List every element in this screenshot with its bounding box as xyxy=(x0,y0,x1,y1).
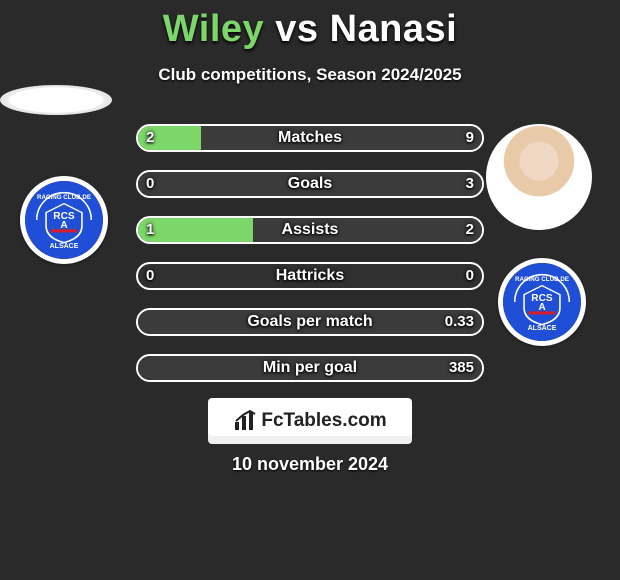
stat-bar-fill-right xyxy=(138,356,482,380)
stat-bar-fill-right xyxy=(201,126,482,150)
left-player-avatar-placeholder xyxy=(0,85,112,115)
right-club-badge: RACING CLUB DE ALSACE RCS A xyxy=(498,258,586,346)
stat-bar-track xyxy=(136,354,484,382)
stat-bar-track xyxy=(136,170,484,198)
stat-bar-fill-left xyxy=(138,218,253,242)
bar-chart-icon xyxy=(233,410,257,432)
stat-bar-row: Hattricks00 xyxy=(136,262,484,290)
stat-bar-track xyxy=(136,262,484,290)
svg-text:ALSACE: ALSACE xyxy=(528,325,557,332)
club-crest-icon: RACING CLUB DE ALSACE RCS A xyxy=(503,263,581,341)
svg-text:RACING CLUB DE: RACING CLUB DE xyxy=(37,194,91,201)
comparison-bars: Matches29 Goals03 Assists12 Hattricks00 Goal… xyxy=(136,124,484,400)
title-vs: vs xyxy=(275,8,318,50)
stat-bar-track xyxy=(136,216,484,244)
stat-bar-row: Min per goal385 xyxy=(136,354,484,382)
stat-bar-row: Assists12 xyxy=(136,216,484,244)
svg-text:A: A xyxy=(538,302,546,313)
left-club-badge: RACING CLUB DE ALSACE RCS A xyxy=(20,176,108,264)
page-title: Wiley vs Nanasi xyxy=(0,0,620,51)
title-left-name: Wiley xyxy=(163,8,264,50)
title-right-name: Nanasi xyxy=(330,8,458,50)
date-line: 10 november 2024 xyxy=(0,454,620,475)
stat-bar-track xyxy=(136,308,484,336)
brand-badge: FcTables.com xyxy=(208,398,412,444)
stat-bar-fill-right xyxy=(253,218,482,242)
subtitle: Club competitions, Season 2024/2025 xyxy=(0,65,620,85)
stat-bar-fill-right xyxy=(138,310,482,334)
stat-bar-row: Matches29 xyxy=(136,124,484,152)
svg-text:RACING CLUB DE: RACING CLUB DE xyxy=(515,276,569,283)
stat-bar-row: Goals03 xyxy=(136,170,484,198)
right-player-avatar xyxy=(486,124,592,230)
stat-bar-track xyxy=(136,124,484,152)
svg-text:ALSACE: ALSACE xyxy=(50,243,79,250)
svg-text:A: A xyxy=(60,220,68,231)
stat-bar-fill-right xyxy=(138,172,482,196)
brand-text: FcTables.com xyxy=(261,410,386,432)
club-crest-icon: RACING CLUB DE ALSACE RCS A xyxy=(25,181,103,259)
stat-bar-row: Goals per match0.33 xyxy=(136,308,484,336)
stat-bar-fill-left xyxy=(138,126,201,150)
